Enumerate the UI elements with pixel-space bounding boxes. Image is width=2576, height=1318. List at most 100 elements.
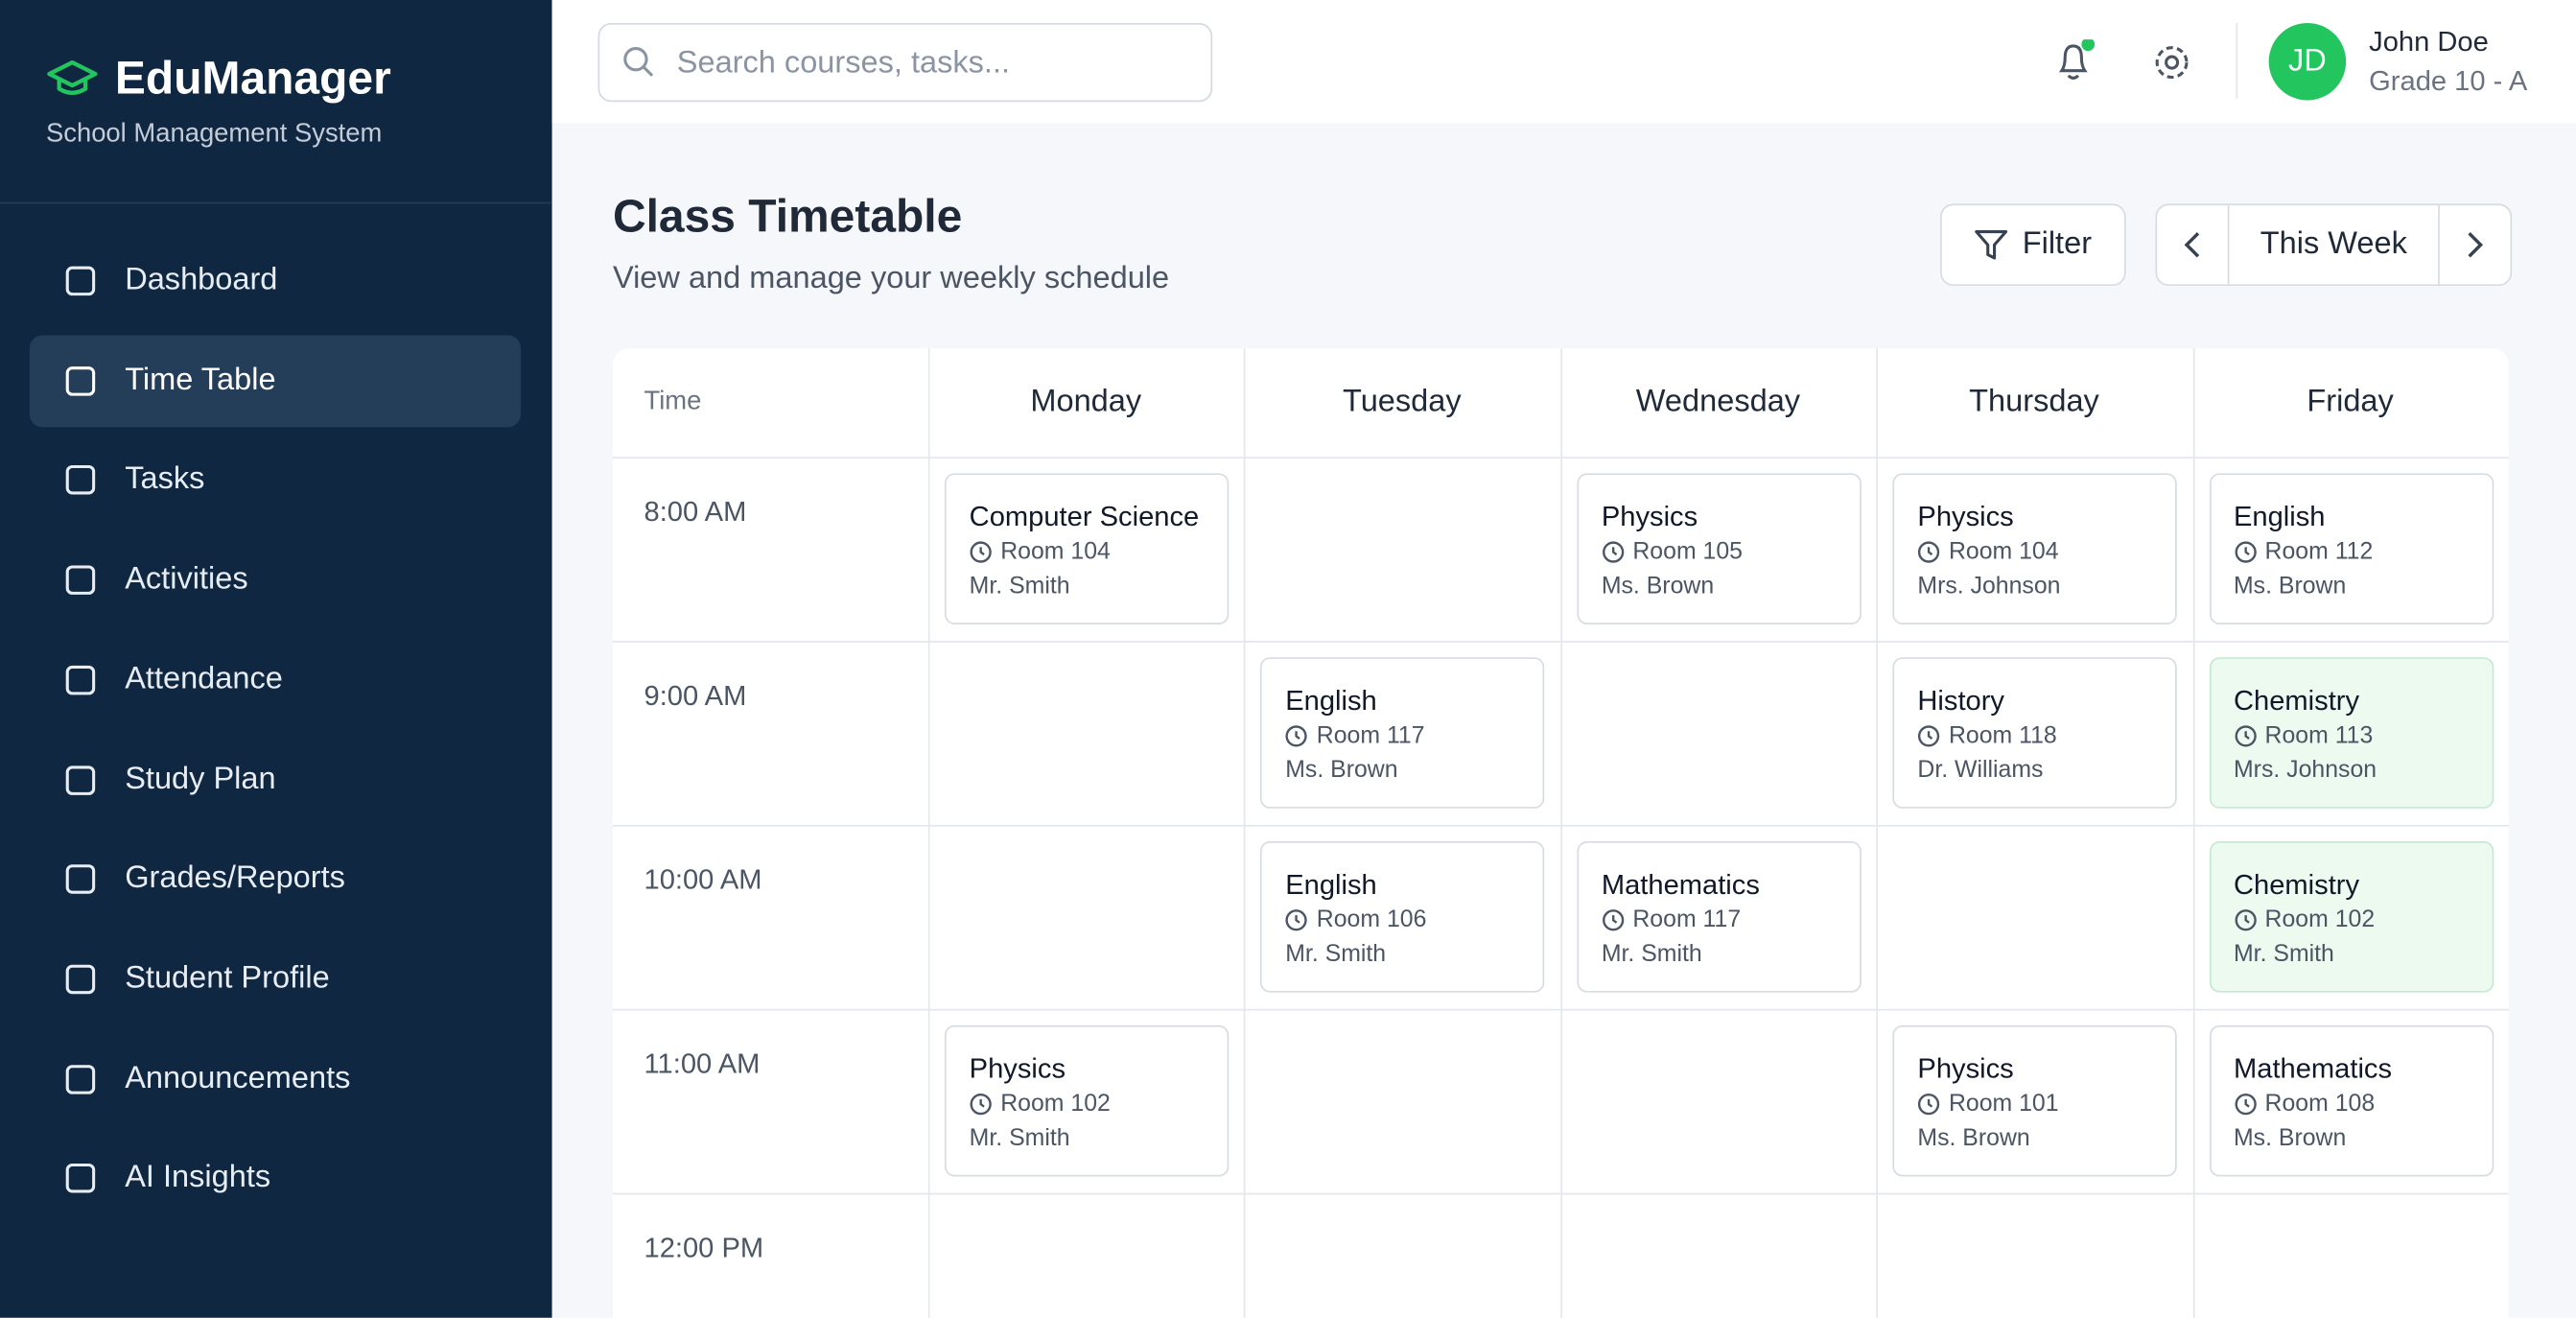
- class-card[interactable]: Physics Room 102 Mr. Smith: [944, 1024, 1229, 1177]
- clock-icon: [2234, 725, 2257, 747]
- subject: English: [2233, 501, 2326, 533]
- timetable: Time Monday Tuesday Wednesday Thursday Friday…: [612, 348, 2509, 1318]
- time-label: 12:00 PM: [644, 1232, 764, 1264]
- class-card[interactable]: Chemistry Room 113 Mrs. Johnson: [2209, 657, 2494, 809]
- settings-button[interactable]: [2152, 43, 2191, 82]
- teacher: Mrs. Johnson: [1917, 573, 2061, 600]
- nav-label: Grades/Reports: [125, 860, 345, 896]
- divider: [0, 201, 552, 204]
- filter-button[interactable]: Filter: [1940, 203, 2126, 287]
- teacher: Mr. Smith: [969, 1125, 1070, 1152]
- class-card[interactable]: Physics Room 104 Mrs. Johnson: [1892, 473, 2178, 624]
- teacher: Mr. Smith: [1601, 941, 1702, 968]
- room: Room 117: [1632, 906, 1742, 933]
- clock-icon: [970, 1094, 992, 1116]
- subject: Physics: [1917, 1053, 2014, 1085]
- divider: [2227, 205, 2230, 285]
- row-line: [612, 824, 2509, 827]
- column-line: [1876, 348, 1879, 1318]
- week-label: This Week: [2260, 226, 2407, 262]
- room: Room 112: [2264, 538, 2374, 566]
- clock-icon: [2234, 909, 2257, 931]
- nav-item[interactable]: Study Plan: [30, 734, 521, 826]
- column-line: [1244, 348, 1247, 1318]
- day-header: Wednesday: [1635, 384, 1801, 419]
- nav-icon: [65, 665, 96, 695]
- brand: EduManager: [114, 52, 391, 104]
- avatar[interactable]: JD: [2268, 22, 2347, 101]
- teacher: Ms. Brown: [2233, 573, 2347, 600]
- teacher: Dr. Williams: [1917, 757, 2044, 785]
- class-card[interactable]: Physics Room 105 Ms. Brown: [1577, 473, 1862, 624]
- class-card[interactable]: English Room 117 Ms. Brown: [1260, 657, 1545, 809]
- nav-item[interactable]: Tasks: [30, 435, 521, 527]
- nav-item[interactable]: Announcements: [30, 1033, 521, 1125]
- day-header: Friday: [2307, 384, 2394, 419]
- teacher: Mr. Smith: [1285, 941, 1387, 968]
- divider: [2438, 205, 2440, 285]
- topbar: Search courses, tasks... JD John Doe Gra…: [551, 0, 2576, 124]
- class-card[interactable]: Chemistry Room 102 Mr. Smith: [2209, 841, 2494, 993]
- clock-icon: [1918, 725, 1940, 747]
- row-line: [612, 1008, 2509, 1011]
- brand-subtitle: School Management System: [45, 120, 383, 149]
- subject: Physics: [1917, 501, 2014, 533]
- logo-icon: [47, 59, 98, 95]
- time-label: 11:00 AM: [644, 1047, 761, 1080]
- subject: English: [1285, 685, 1377, 717]
- column-line: [2192, 348, 2194, 1318]
- filter-icon: [1975, 229, 2008, 260]
- row-line: [612, 641, 2509, 643]
- nav-item[interactable]: Attendance: [30, 634, 521, 726]
- row-line: [612, 1192, 2509, 1195]
- filter-label: Filter: [2022, 226, 2093, 262]
- class-card[interactable]: English Room 106 Mr. Smith: [1260, 841, 1545, 993]
- class-card[interactable]: Physics Room 101 Ms. Brown: [1892, 1024, 2178, 1177]
- nav-label: Study Plan: [125, 761, 276, 796]
- room: Room 113: [2264, 722, 2374, 750]
- teacher: Ms. Brown: [1917, 1125, 2030, 1152]
- nav-item[interactable]: AI Insights: [30, 1133, 521, 1225]
- clock-icon: [1918, 541, 1940, 563]
- nav-label: Attendance: [125, 661, 283, 696]
- page-title: Class Timetable: [612, 190, 963, 242]
- clock-icon: [1602, 541, 1624, 563]
- bell-button[interactable]: [2052, 39, 2098, 85]
- clock-icon: [1286, 725, 1308, 747]
- nav-icon: [65, 266, 96, 296]
- teacher: Mr. Smith: [2233, 941, 2334, 968]
- next-week[interactable]: [2458, 228, 2491, 261]
- room: Room 105: [1632, 538, 1743, 566]
- nav-item[interactable]: Time Table: [29, 334, 522, 427]
- class-card[interactable]: Mathematics Room 117 Mr. Smith: [1577, 841, 1862, 993]
- nav-item[interactable]: Dashboard: [30, 235, 521, 327]
- clock-icon: [1602, 909, 1624, 931]
- user-grade: Grade 10 - A: [2369, 65, 2528, 98]
- class-card[interactable]: History Room 118 Dr. Williams: [1892, 657, 2178, 809]
- subject: Mathematics: [2233, 1053, 2393, 1085]
- nav-item[interactable]: Grades/Reports: [30, 834, 521, 926]
- nav-item[interactable]: Activities: [30, 534, 521, 626]
- search-placeholder: Search courses, tasks...: [676, 45, 1011, 81]
- subject: Mathematics: [1601, 869, 1760, 901]
- nav-label: Tasks: [125, 462, 205, 497]
- room: Room 102: [2264, 906, 2376, 933]
- class-card[interactable]: Mathematics Room 108 Ms. Brown: [2209, 1024, 2494, 1177]
- subject: Physics: [1601, 501, 1698, 533]
- prev-week[interactable]: [2177, 228, 2210, 261]
- room: Room 101: [1948, 1091, 2059, 1118]
- subject: English: [1285, 869, 1377, 901]
- nav-icon: [65, 964, 96, 995]
- nav-label: Dashboard: [125, 263, 278, 298]
- search-box[interactable]: Search courses, tasks...: [597, 22, 1213, 103]
- subject: Chemistry: [2233, 685, 2360, 717]
- class-card[interactable]: English Room 112 Ms. Brown: [2209, 473, 2494, 624]
- room: Room 104: [1000, 538, 1111, 566]
- nav-item[interactable]: Student Profile: [30, 933, 521, 1025]
- nav-label: Time Table: [125, 363, 276, 398]
- room: Room 118: [1948, 722, 2057, 750]
- nav-icon: [65, 1164, 96, 1193]
- class-card[interactable]: Computer Science Room 104 Mr. Smith: [944, 473, 1229, 624]
